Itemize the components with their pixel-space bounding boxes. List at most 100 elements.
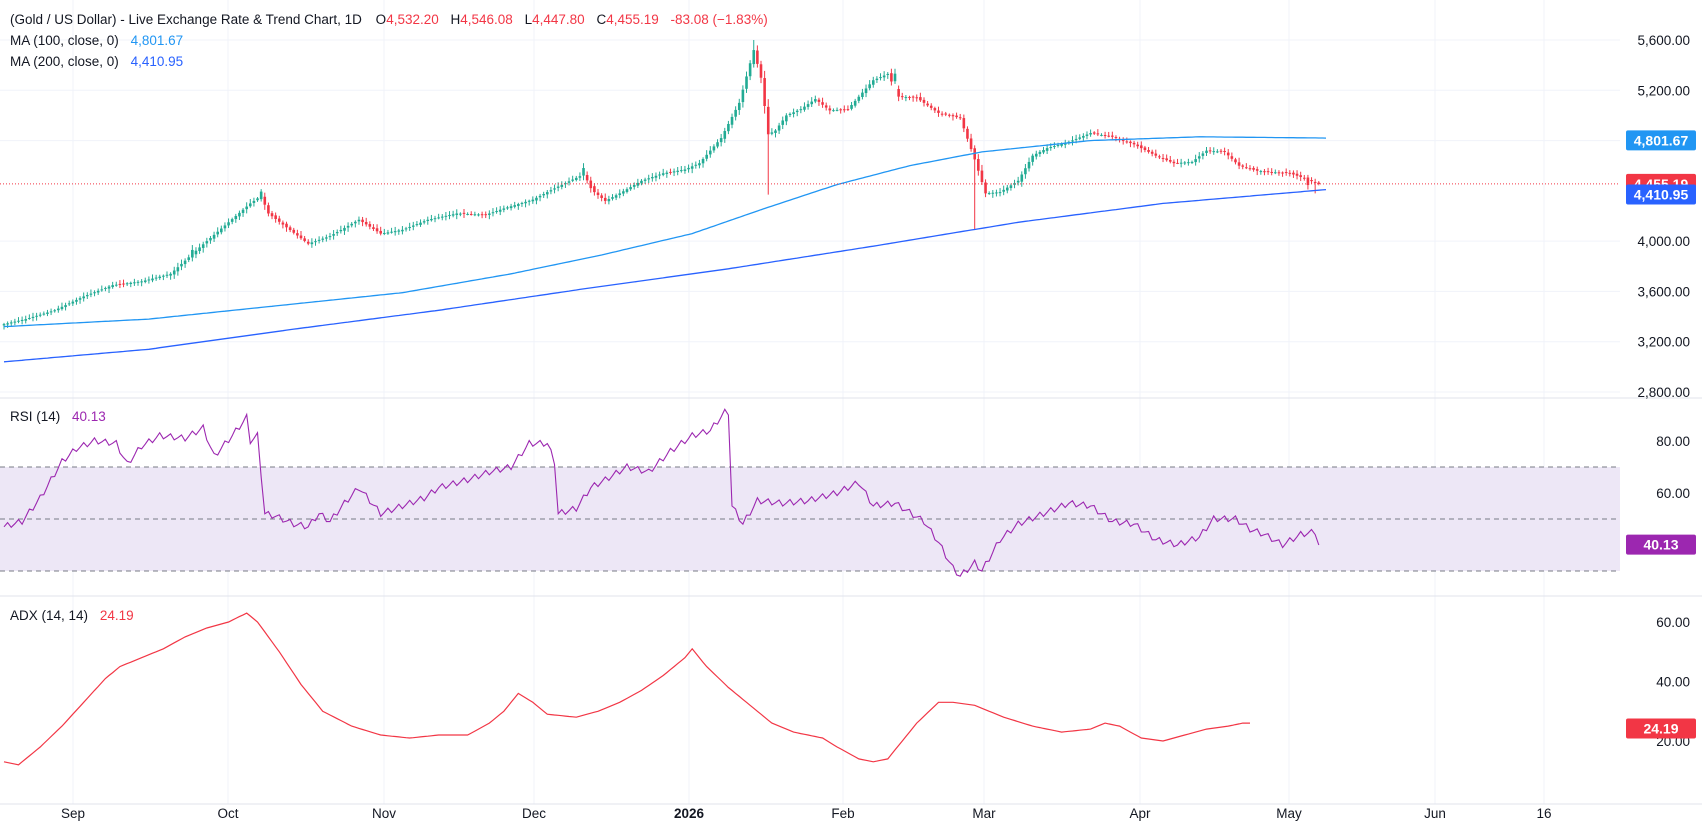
candle-up (49, 311, 53, 313)
rsi-tick-label: 80.00 (1656, 434, 1690, 449)
candle-down (1114, 137, 1118, 139)
candle-up (723, 131, 727, 139)
candle-up (13, 321, 17, 323)
candle-up (560, 184, 564, 187)
candle-down (969, 138, 973, 150)
candle-up (216, 231, 219, 235)
candle-up (868, 84, 871, 89)
candle-down (1277, 172, 1281, 174)
candle-up (24, 319, 28, 321)
candle-up (451, 214, 455, 216)
candle-up (162, 275, 165, 277)
candle-down (277, 218, 281, 222)
candle-down (274, 215, 277, 220)
candle-up (346, 225, 350, 228)
candle-up (879, 77, 882, 79)
candle-down (122, 283, 125, 285)
candle-down (759, 64, 763, 78)
candle-up (582, 168, 585, 176)
price-pane[interactable] (2, 40, 1321, 330)
candle-down (756, 50, 759, 64)
adx-tick-label: 40.00 (1656, 675, 1690, 690)
candle-up (201, 244, 205, 248)
candle-down (1150, 151, 1154, 154)
candle-down (839, 109, 842, 111)
candle-down (118, 283, 122, 285)
candle-down (900, 96, 904, 98)
candle-up (498, 209, 502, 212)
candle-up (680, 170, 683, 172)
candle-down (285, 223, 288, 228)
rsi-legend[interactable]: RSI (14) 40.13 (10, 407, 106, 427)
candle-up (321, 238, 325, 240)
candle-down (361, 219, 364, 223)
candle-up (785, 115, 788, 122)
candle-down (763, 78, 766, 106)
candle-up (730, 116, 734, 125)
candle-down (1252, 167, 1255, 170)
candle-up (46, 312, 49, 314)
candle-up (556, 186, 560, 188)
ma200-line (3, 188, 1327, 363)
candle-up (397, 230, 401, 232)
candle-up (741, 89, 745, 103)
candle-down (1241, 165, 1245, 167)
ma100-legend[interactable]: MA (100, close, 0) 4,801.67 (10, 31, 183, 51)
candle-up (611, 197, 614, 199)
candle-down (1248, 168, 1252, 170)
moving-averages (3, 136, 1327, 363)
candle-down (1176, 162, 1179, 164)
candle-down (669, 171, 672, 173)
candle-down (897, 89, 900, 97)
candle-up (430, 218, 433, 221)
adx-legend[interactable]: ADX (14, 14) 24.19 (10, 606, 134, 626)
ohlc-close-key: C (596, 12, 607, 27)
candle-up (89, 293, 93, 295)
candle-up (473, 214, 477, 216)
candle-up (513, 205, 517, 207)
ma200-legend[interactable]: MA (200, close, 0) 4,410.95 (10, 52, 183, 72)
candle-up (1183, 162, 1187, 164)
candle-up (415, 224, 419, 226)
candle-up (9, 322, 13, 324)
candle-up (111, 285, 114, 288)
candle-up (850, 105, 853, 109)
candle-up (411, 225, 415, 227)
candle-up (564, 183, 567, 185)
time-tick-label: Jun (1424, 806, 1446, 821)
candle-down (766, 106, 770, 135)
candle-down (299, 235, 303, 239)
candle-down (958, 117, 962, 119)
candle-up (53, 310, 57, 312)
candle-down (1223, 150, 1226, 152)
ma200-price-label-bg (1626, 184, 1696, 205)
candle-up (256, 198, 259, 201)
candle-down (1306, 177, 1310, 186)
candle-up (259, 191, 263, 200)
candle-up (176, 267, 180, 272)
candle-up (814, 99, 817, 102)
adx-pane[interactable] (3, 612, 1250, 766)
candle-up (82, 296, 85, 299)
candle-up (383, 232, 386, 234)
grid-lines (0, 0, 1620, 804)
price-tick-label: 3,600.00 (1637, 284, 1690, 299)
candle-up (209, 238, 212, 241)
candle-up (223, 225, 227, 229)
candle-up (252, 200, 256, 203)
candle-down (306, 241, 310, 244)
candle-up (386, 232, 390, 234)
candle-up (506, 207, 509, 209)
candle-up (180, 263, 183, 267)
candle-up (538, 195, 542, 198)
candle-up (183, 260, 187, 265)
candle-down (1121, 140, 1125, 142)
candle-up (42, 313, 46, 315)
candle-up (1205, 150, 1208, 154)
candle-down (372, 227, 375, 229)
candle-down (1266, 171, 1270, 173)
price-tick-label: 3,200.00 (1637, 335, 1690, 350)
rsi-pane[interactable] (3, 408, 1320, 577)
candle-up (636, 182, 640, 186)
